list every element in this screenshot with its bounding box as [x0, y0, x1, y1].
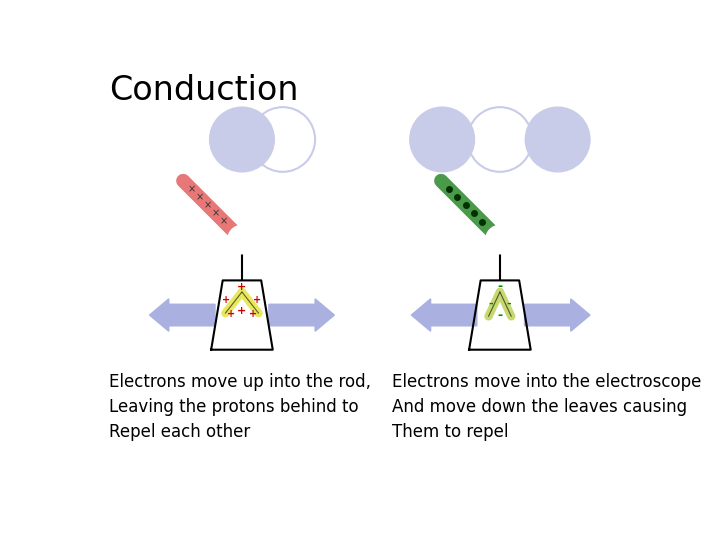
Text: +: +: [238, 306, 246, 316]
Text: Electrons move into the electroscope
And move down the leaves causing
Them to re: Electrons move into the electroscope And…: [392, 373, 701, 441]
FancyArrow shape: [150, 299, 215, 331]
FancyArrow shape: [411, 299, 477, 331]
Text: ×: ×: [220, 217, 228, 227]
Text: +: +: [222, 295, 230, 305]
Circle shape: [486, 226, 514, 253]
FancyArrow shape: [269, 299, 334, 331]
Circle shape: [410, 107, 474, 172]
Circle shape: [210, 107, 274, 172]
Text: ×: ×: [187, 184, 195, 194]
Text: -: -: [507, 299, 511, 308]
Text: ×: ×: [212, 208, 220, 219]
Text: -: -: [488, 299, 493, 308]
Text: -: -: [498, 308, 503, 321]
FancyArrow shape: [525, 299, 590, 331]
Text: ×: ×: [204, 200, 212, 210]
Circle shape: [526, 107, 590, 172]
Text: Electrons move up into the rod,
Leaving the protons behind to
Repel each other: Electrons move up into the rod, Leaving …: [109, 373, 371, 441]
Circle shape: [228, 226, 256, 253]
Text: -: -: [498, 280, 503, 293]
Text: +: +: [253, 295, 261, 305]
Text: +: +: [227, 308, 235, 319]
Text: Conduction: Conduction: [109, 74, 298, 107]
Text: ×: ×: [195, 192, 204, 202]
Text: +: +: [238, 281, 246, 292]
Text: +: +: [248, 308, 257, 319]
